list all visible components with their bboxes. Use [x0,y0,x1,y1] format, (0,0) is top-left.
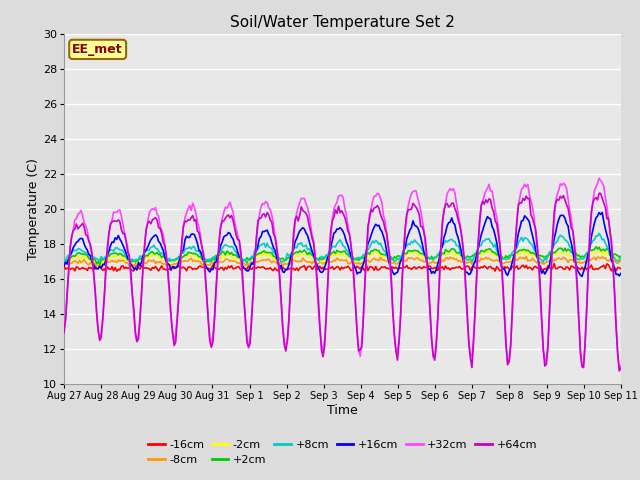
-16cm [130,268,138,274]
+64cm [244,344,252,350]
-16cm [102,269,109,275]
-16cm [305,264,313,269]
+64cm [129,290,136,296]
Line: -16cm: -16cm [64,264,621,272]
+2cm [96,262,104,267]
-2cm [130,259,138,264]
-16cm [228,263,236,269]
+16cm [226,230,234,236]
Text: EE_met: EE_met [72,43,123,56]
+16cm [244,268,252,274]
Y-axis label: Temperature (C): Temperature (C) [27,158,40,260]
+32cm [616,365,623,371]
+64cm [60,330,68,336]
+8cm [246,255,254,261]
+16cm [617,271,625,276]
+32cm [244,345,252,351]
+2cm [130,258,138,264]
-8cm [130,264,138,269]
Line: +8cm: +8cm [64,233,621,263]
-2cm [588,252,595,257]
+8cm [595,230,603,236]
+8cm [129,256,136,262]
-2cm [255,251,263,257]
+8cm [305,246,313,252]
+2cm [255,250,263,256]
+32cm [617,362,625,368]
+8cm [588,240,595,246]
+64cm [617,365,625,371]
-2cm [228,254,236,260]
+32cm [254,223,262,228]
-16cm [589,266,596,272]
+16cm [129,263,136,269]
-2cm [60,261,68,267]
+2cm [228,250,236,255]
+8cm [60,260,68,265]
+8cm [255,242,263,248]
-8cm [522,253,530,259]
+32cm [595,175,603,181]
Title: Soil/Water Temperature Set 2: Soil/Water Temperature Set 2 [230,15,455,30]
+64cm [586,229,594,235]
-8cm [246,260,254,265]
-8cm [617,257,625,263]
+16cm [303,232,311,238]
+64cm [303,214,311,219]
-2cm [97,261,105,267]
+64cm [226,215,234,221]
-16cm [617,266,625,272]
+64cm [595,191,603,196]
-2cm [617,255,625,261]
Legend: -16cm, -8cm, -2cm, +2cm, +8cm, +16cm, +32cm, +64cm: -16cm, -8cm, -2cm, +2cm, +8cm, +16cm, +3… [143,435,541,469]
Line: +2cm: +2cm [64,247,621,264]
+32cm [586,236,594,241]
Line: +64cm: +64cm [64,193,621,371]
+16cm [60,263,68,269]
X-axis label: Time: Time [327,404,358,417]
+16cm [588,234,595,240]
-8cm [60,261,68,267]
-2cm [596,248,604,254]
+64cm [616,368,623,374]
-8cm [589,255,596,261]
+2cm [588,248,595,253]
+32cm [303,204,311,210]
+32cm [226,199,234,205]
-16cm [246,266,254,272]
-8cm [228,258,236,264]
+8cm [617,254,625,260]
Line: +32cm: +32cm [64,178,621,368]
+32cm [129,293,136,299]
+64cm [254,218,262,224]
-2cm [246,257,254,263]
Line: +16cm: +16cm [64,212,621,276]
-8cm [97,265,105,271]
+8cm [226,244,234,250]
-8cm [305,259,313,265]
+8cm [243,260,251,266]
-8cm [255,258,263,264]
Line: -8cm: -8cm [64,256,621,268]
-2cm [305,253,313,259]
+2cm [617,253,625,259]
+16cm [254,243,262,249]
-16cm [255,264,263,270]
+2cm [60,259,68,265]
-16cm [550,261,558,266]
+32cm [60,326,68,332]
Line: -2cm: -2cm [64,251,621,264]
+2cm [246,257,254,263]
+16cm [578,274,586,279]
+2cm [305,250,313,255]
+2cm [592,244,600,250]
-16cm [60,263,68,269]
+16cm [598,209,606,215]
